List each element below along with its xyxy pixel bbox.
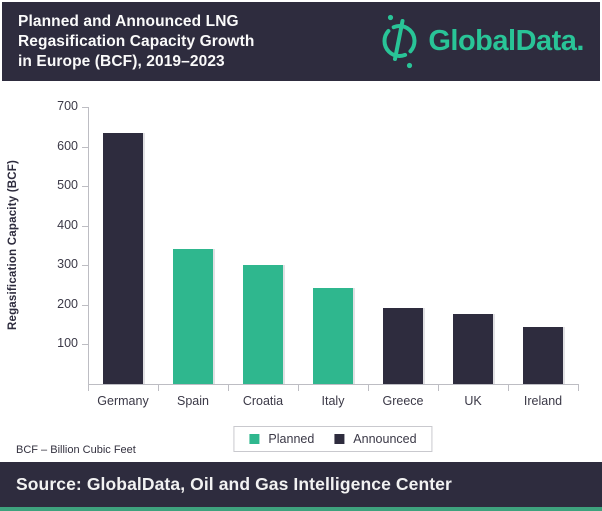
globaldata-logo: GlobalData. bbox=[381, 14, 584, 70]
y-tick-mark bbox=[82, 186, 88, 188]
legend-swatch-icon bbox=[249, 434, 260, 444]
x-axis-label: Spain bbox=[177, 394, 209, 408]
x-tick-mark bbox=[368, 385, 369, 391]
y-tick-label: 700 bbox=[57, 99, 78, 113]
y-tick-label: 200 bbox=[57, 296, 78, 311]
bar-greece bbox=[383, 307, 423, 384]
x-axis-label: Germany bbox=[97, 394, 149, 408]
x-tick-mark bbox=[578, 385, 579, 391]
legend-swatch-icon bbox=[334, 434, 345, 444]
x-tick-mark bbox=[298, 385, 299, 391]
x-axis-label: Ireland bbox=[523, 394, 563, 408]
y-tick-mark bbox=[82, 344, 88, 346]
y-tick-label: 300 bbox=[57, 257, 78, 272]
legend-label: Planned bbox=[268, 432, 315, 446]
x-tick-mark bbox=[508, 385, 509, 391]
x-axis-label: Croatia bbox=[242, 394, 284, 408]
legend-item-planned: Planned bbox=[249, 432, 314, 446]
legend-item-announced: Announced bbox=[334, 432, 417, 446]
bar-ireland bbox=[523, 326, 563, 384]
bar-spain bbox=[173, 249, 213, 384]
x-tick-mark bbox=[228, 385, 229, 391]
x-axis-label: Italy bbox=[321, 394, 345, 408]
x-axis-label: UK bbox=[464, 394, 482, 408]
y-tick-label: 600 bbox=[57, 138, 78, 153]
plot-area bbox=[88, 107, 579, 385]
bar-chart: Regasification Capacity (BCF) 100 200 300 4… bbox=[0, 81, 602, 456]
footer: Source: GlobalData, Oil and Gas Intellig… bbox=[0, 462, 602, 507]
globaldata-logo-mark-icon bbox=[382, 14, 417, 68]
legend: Planned Announced bbox=[233, 426, 433, 452]
source-text: Source: GlobalData, Oil and Gas Intellig… bbox=[16, 474, 452, 494]
x-tick-mark bbox=[438, 385, 439, 391]
y-tick-label: 400 bbox=[57, 217, 78, 232]
globaldata-logo-text: GlobalData. bbox=[428, 25, 584, 57]
legend-label: Announced bbox=[353, 432, 417, 446]
title-line-1: Planned and Announced LNG bbox=[18, 12, 239, 30]
bar-italy bbox=[313, 288, 353, 384]
x-tick-mark bbox=[158, 385, 159, 391]
bar-croatia bbox=[243, 265, 283, 384]
y-tick-mark bbox=[82, 107, 88, 108]
chart-title: Planned and Announced LNG Regasification… bbox=[18, 12, 254, 72]
bar-uk bbox=[453, 314, 493, 384]
y-tick-label: 500 bbox=[57, 178, 78, 193]
y-tick-mark bbox=[82, 265, 88, 267]
y-tick-mark bbox=[82, 146, 88, 148]
x-axis-label: Greece bbox=[382, 394, 424, 408]
y-axis-title: Regasification Capacity (BCF) bbox=[7, 159, 19, 331]
y-tick-label: 100 bbox=[57, 336, 78, 351]
y-tick-mark bbox=[82, 225, 88, 227]
title-line-2: Regasification Capacity Growth bbox=[18, 32, 255, 50]
x-tick-mark bbox=[88, 385, 89, 391]
footer-accent-strip bbox=[0, 507, 602, 511]
bar-germany bbox=[103, 132, 143, 384]
y-tick-mark bbox=[82, 304, 88, 306]
title-line-3: in Europe (BCF), 2019–2023 bbox=[18, 52, 225, 70]
header: Planned and Announced LNG Regasification… bbox=[2, 2, 600, 81]
footnote: BCF – Billion Cubic Feet bbox=[16, 444, 136, 456]
